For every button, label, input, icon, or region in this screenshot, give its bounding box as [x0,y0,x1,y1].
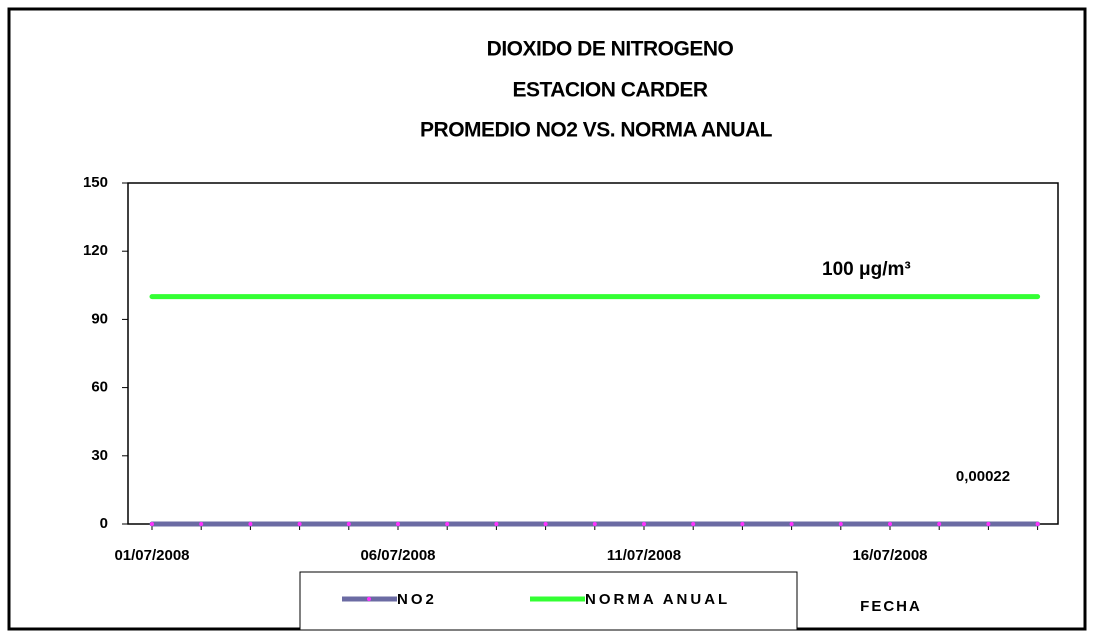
x-tick-label: 06/07/2008 [360,547,435,564]
marker [150,521,154,526]
marker [838,521,843,526]
y-tick-label: 30 [91,447,108,464]
legend-marker [367,597,371,601]
x-tick-label: 16/07/2008 [852,547,927,564]
annotation: 0,00022 [956,468,1010,485]
marker [691,521,696,526]
y-tick-label: 120 [83,242,108,259]
y-tick-label: 90 [91,310,108,327]
marker [1035,521,1040,526]
chart-title: ESTACION CARDER [512,79,707,102]
x-tick-label: 01/07/2008 [114,547,189,564]
marker [248,521,253,526]
marker [592,521,597,526]
chart-title: DIOXIDO DE NITROGENO [487,38,734,61]
marker [986,521,991,526]
annotation: 100 μg/m³ [822,259,911,280]
marker [789,521,794,526]
marker [888,521,892,526]
x-axis-label: FECHA [860,598,922,615]
marker [937,521,942,526]
marker [346,521,351,526]
marker [740,521,745,526]
y-tick-label: 0 [100,515,108,532]
legend-label: NO2 [397,591,437,608]
marker [297,521,302,526]
x-tick-label: 11/07/2008 [607,547,681,564]
y-tick-label: 150 [83,174,108,191]
marker [445,521,450,526]
chart-frame [7,7,1087,631]
marker [494,521,499,526]
marker [642,521,646,526]
y-tick-label: 60 [91,379,108,396]
marker [396,521,400,526]
marker [543,521,548,526]
chart-title: PROMEDIO NO2 VS. NORMA ANUAL [420,119,773,142]
marker [199,521,204,526]
legend-label: NORMA ANUAL [585,591,730,608]
